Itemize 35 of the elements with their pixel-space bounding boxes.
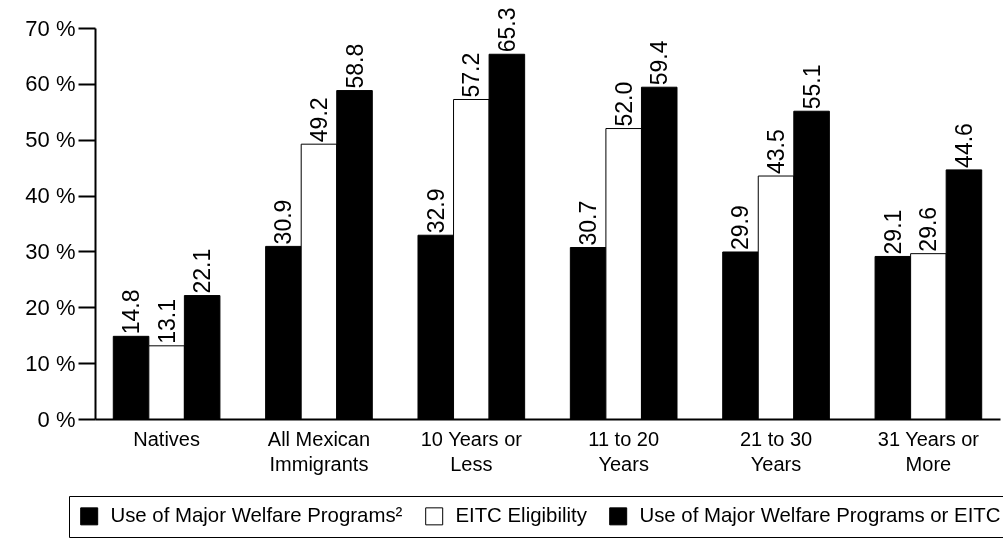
data-label: 32.9 — [422, 188, 449, 234]
data-label: 65.3 — [493, 7, 520, 53]
y-tick-label: 70 % — [25, 15, 76, 41]
data-label: 43.5 — [763, 129, 790, 175]
x-tick-label: 11 to 20 Years — [588, 427, 660, 475]
data-label: 30.7 — [575, 200, 602, 246]
data-label: 49.2 — [305, 97, 332, 143]
legend-label: Use of Major Welfare Programs or EITC — [639, 504, 1001, 527]
y-tick-label: 40 % — [25, 183, 76, 209]
data-label: 29.1 — [879, 209, 906, 255]
legend-label: Use of Major Welfare Programs² — [110, 504, 403, 527]
data-label: 29.9 — [727, 205, 754, 250]
y-tick-label: 30 % — [25, 238, 76, 264]
data-label: 55.1 — [798, 64, 825, 110]
data-label: 30.9 — [270, 199, 297, 245]
data-label: 29.6 — [915, 206, 942, 252]
y-tick-label: 50 % — [25, 127, 76, 153]
legend-label: EITC Eligibility — [455, 504, 588, 527]
data-label: 59.4 — [646, 40, 673, 86]
x-tick-label: Natives — [133, 427, 200, 450]
y-tick-label: 0 % — [37, 406, 76, 432]
data-label: 58.8 — [341, 43, 368, 89]
data-label: 22.1 — [189, 248, 216, 294]
data-label: 14.8 — [118, 289, 145, 335]
data-label: 57.2 — [458, 52, 485, 98]
data-label: 44.6 — [950, 123, 977, 168]
data-label: 52.0 — [610, 81, 637, 127]
y-tick-label: 60 % — [25, 71, 76, 97]
y-tick-label: 20 % — [25, 294, 76, 320]
x-tick-label: All Mexican Immigrants — [267, 427, 371, 475]
x-tick-label: 10 Years or Less — [420, 427, 523, 475]
x-tick-label: 31 Years or More — [877, 427, 980, 475]
y-tick-label: 10 % — [25, 350, 76, 376]
data-label: 13.1 — [153, 299, 180, 344]
x-tick-label: 21 to 30 Years — [739, 427, 813, 475]
